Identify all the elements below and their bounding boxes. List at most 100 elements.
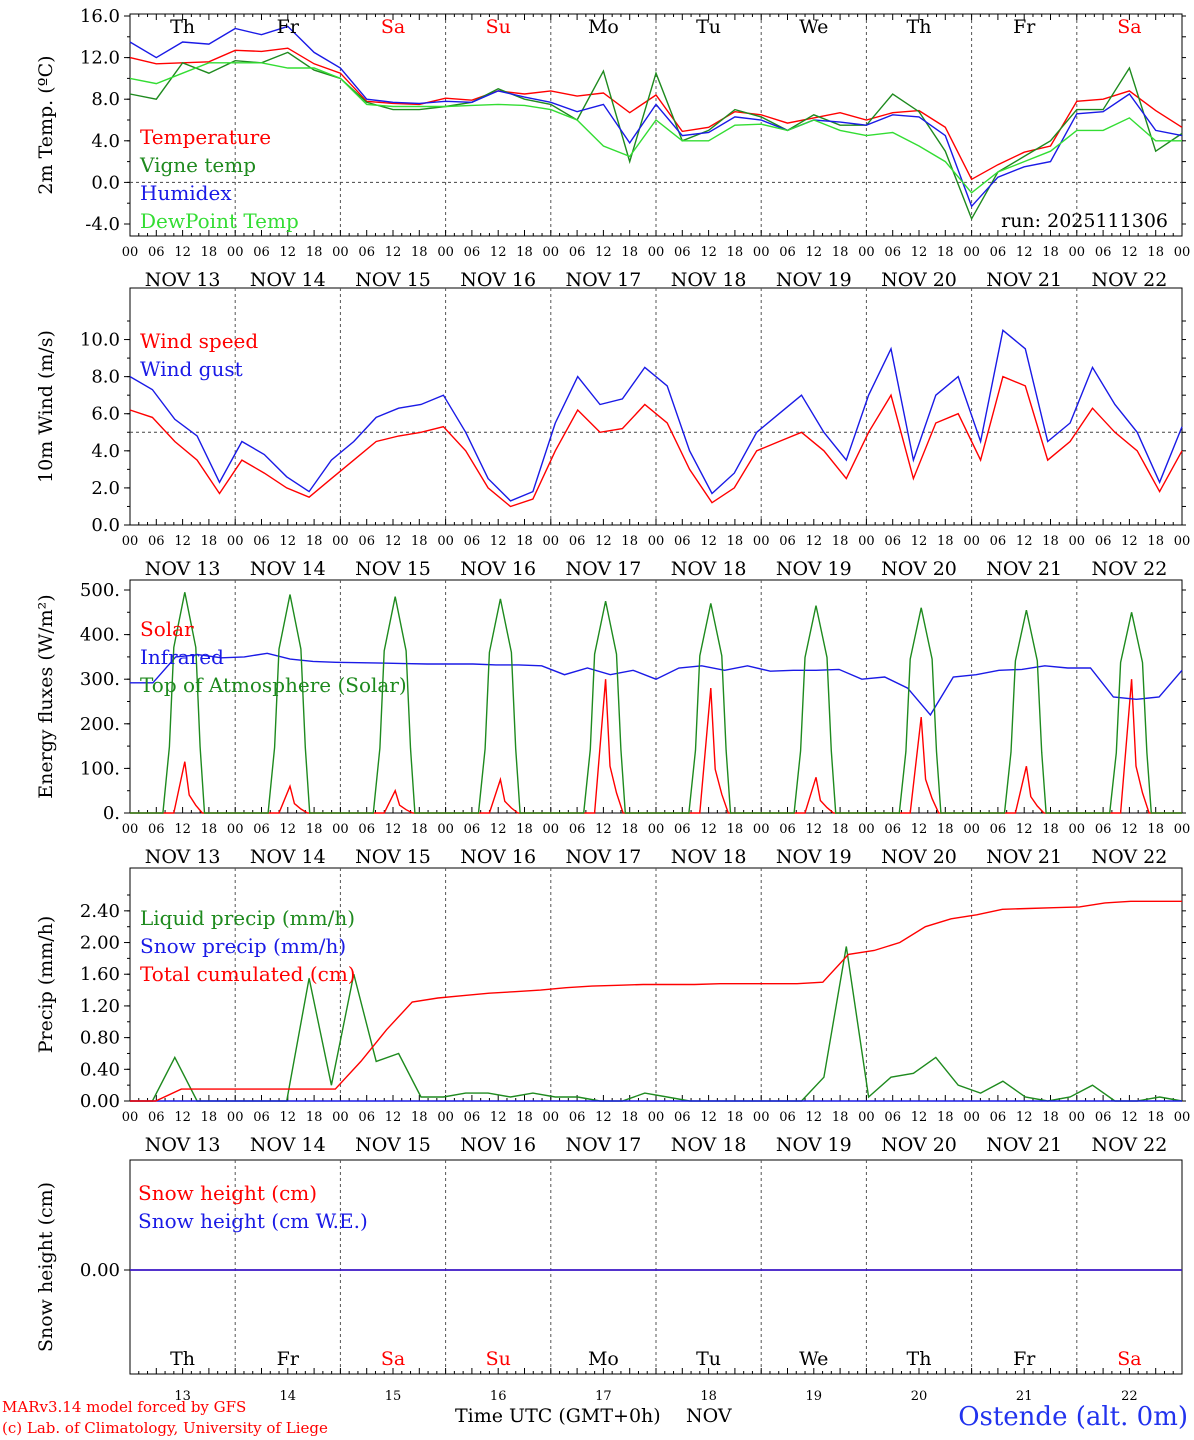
- temp-hour-label: 00: [332, 245, 349, 260]
- wind-date-label: NOV 13: [145, 558, 221, 580]
- flux-hour-label: 12: [280, 822, 297, 837]
- precip-legend-red: Total cumulated (cm): [140, 962, 356, 986]
- temp-hour-label: 00: [753, 245, 770, 260]
- temp-ytick-label: 8.0: [91, 89, 120, 110]
- flux-hour-label: 12: [174, 822, 191, 837]
- temp-hour-label: 18: [306, 245, 323, 260]
- flux-hour-label: 00: [1174, 822, 1191, 837]
- wind-date-label: NOV 17: [565, 558, 641, 580]
- precip-date-label: NOV 19: [776, 1134, 852, 1156]
- wind-hour-label: 00: [858, 534, 875, 549]
- station-name: Ostende (alt. 0m): [958, 1402, 1188, 1432]
- wind-date-label: NOV 19: [776, 558, 852, 580]
- temp-hour-label: 18: [937, 245, 954, 260]
- wind-hour-label: 18: [306, 534, 323, 549]
- temp-hour-label: 18: [1042, 245, 1059, 260]
- temp-hour-label: 06: [674, 245, 691, 260]
- weekday-label: Th: [907, 16, 932, 38]
- flux-ytick-label: 100.: [80, 758, 120, 779]
- weekday-label: Sa: [381, 1348, 405, 1370]
- run-label: run: 2025111306: [1001, 210, 1168, 232]
- wind-hour-label: 12: [174, 534, 191, 549]
- flux-legend-red: Solar: [140, 617, 194, 641]
- wind-hour-label: 06: [779, 534, 796, 549]
- wind-hour-label: 18: [621, 534, 638, 549]
- temp-hour-label: 12: [911, 245, 928, 260]
- wind-hour-label: 00: [1069, 534, 1086, 549]
- flux-hour-label: 06: [569, 822, 586, 837]
- temp-ytick-label: 0.0: [91, 172, 120, 193]
- flux-date-label: NOV 14: [250, 846, 326, 868]
- precip-hour-label: 00: [753, 1110, 770, 1125]
- temp-hour-label: 06: [1095, 245, 1112, 260]
- temp-hour-label: 06: [253, 245, 270, 260]
- temp-series-temperature: [129, 47, 1183, 181]
- weekday-label: Sa: [1117, 1348, 1141, 1370]
- weekday-label: Su: [486, 1348, 511, 1370]
- wind-hour-label: 00: [543, 534, 560, 549]
- precip-hour-label: 12: [806, 1110, 823, 1125]
- flux-hour-label: 00: [227, 822, 244, 837]
- flux-hour-label: 00: [963, 822, 980, 837]
- temp-hour-label: 06: [464, 245, 481, 260]
- precip-hour-label: 12: [1016, 1110, 1033, 1125]
- wind-hour-label: 12: [911, 534, 928, 549]
- day-number-label: 21: [1016, 1389, 1033, 1404]
- wind-ytick-label: 8.0: [91, 367, 120, 388]
- precip-hour-label: 18: [516, 1110, 533, 1125]
- day-number-label: 20: [911, 1389, 928, 1404]
- flux-ytick-label: 500.: [80, 580, 120, 601]
- wind-hour-label: 00: [437, 534, 454, 549]
- wind-ytick-label: 4.0: [91, 441, 120, 462]
- day-number-label: 18: [700, 1389, 717, 1404]
- flux-hour-label: 06: [779, 822, 796, 837]
- flux-hour-label: 06: [884, 822, 901, 837]
- temp-ylabel: 2m Temp. (ºC): [35, 55, 57, 194]
- precip-hour-label: 00: [122, 1110, 139, 1125]
- temp-hour-label: 18: [727, 245, 744, 260]
- wind-hour-label: 12: [1121, 534, 1138, 549]
- temp-legend-green: Vigne temp: [139, 153, 256, 177]
- wind-hour-label: 06: [1095, 534, 1112, 549]
- temp-hour-label: 12: [700, 245, 717, 260]
- precip-ytick-label: 2.40: [80, 901, 120, 922]
- wind-hour-label: 00: [122, 534, 139, 549]
- precip-hour-label: 12: [490, 1110, 507, 1125]
- flux-hour-label: 18: [937, 822, 954, 837]
- wind-hour-label: 18: [201, 534, 218, 549]
- temp-date-label: NOV 16: [460, 269, 536, 291]
- flux-hour-label: 06: [674, 822, 691, 837]
- snow-legend-blue: Snow height (cm W.E.): [138, 1209, 368, 1233]
- precip-hour-label: 12: [174, 1110, 191, 1125]
- flux-ylabel: Energy fluxes (W/m²): [35, 594, 57, 798]
- temp-hour-label: 12: [385, 245, 402, 260]
- precip-date-label: NOV 17: [565, 1134, 641, 1156]
- precip-hour-label: 00: [437, 1110, 454, 1125]
- wind-hour-label: 06: [569, 534, 586, 549]
- flux-hour-label: 12: [911, 822, 928, 837]
- temp-date-label: NOV 20: [881, 269, 957, 291]
- precip-hour-label: 06: [779, 1110, 796, 1125]
- temp-date-label: NOV 19: [776, 269, 852, 291]
- precip-series-total-cumulated-cm: [130, 900, 1182, 1102]
- wind-ytick-label: 0.0: [91, 515, 120, 536]
- flux-ytick-label: 400.: [80, 625, 120, 646]
- temp-hour-label: 18: [516, 245, 533, 260]
- temp-hour-label: 00: [858, 245, 875, 260]
- temp-hour-label: 12: [174, 245, 191, 260]
- flux-hour-label: 06: [253, 822, 270, 837]
- precip-ytick-label: 0.80: [80, 1028, 120, 1049]
- temp-date-label: NOV 17: [565, 269, 641, 291]
- flux-date-label: NOV 13: [145, 846, 221, 868]
- precip-hour-label: 12: [385, 1110, 402, 1125]
- wind-date-label: NOV 14: [250, 558, 326, 580]
- wind-hour-label: 06: [674, 534, 691, 549]
- flux-hour-label: 18: [306, 822, 323, 837]
- precip-hour-label: 06: [253, 1110, 270, 1125]
- temp-hour-label: 12: [490, 245, 507, 260]
- temp-hour-label: 18: [201, 245, 218, 260]
- temp-hour-label: 06: [148, 245, 165, 260]
- precip-hour-label: 12: [1121, 1110, 1138, 1125]
- precip-hour-label: 18: [306, 1110, 323, 1125]
- weekday-label: Su: [486, 16, 511, 38]
